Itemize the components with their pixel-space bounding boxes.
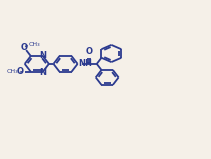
Text: N: N: [39, 51, 46, 60]
Text: N: N: [39, 68, 46, 76]
Text: NH: NH: [78, 59, 92, 68]
Text: CH₃: CH₃: [29, 42, 41, 47]
Text: O: O: [86, 47, 93, 56]
Text: O: O: [21, 43, 28, 52]
Text: O: O: [16, 67, 23, 76]
Text: CH₃: CH₃: [6, 69, 18, 74]
